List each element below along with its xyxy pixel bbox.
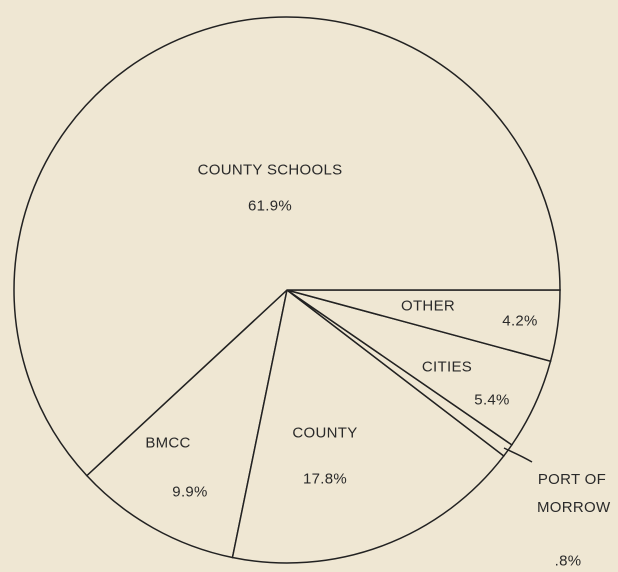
value-label: 5.4% <box>474 391 510 409</box>
value-label: .8% <box>554 552 582 570</box>
pie-slice <box>231 288 505 564</box>
value-label: 9.9% <box>172 483 208 501</box>
value-label: 17.8% <box>302 470 348 488</box>
slice-label: OTHER <box>401 297 455 315</box>
pie-slice <box>85 287 289 559</box>
pie-slice <box>13 16 561 477</box>
value-label: 4.2% <box>502 312 538 330</box>
value-label: 61.9% <box>247 197 293 215</box>
slice-label: COUNTY SCHOOLS <box>197 161 343 179</box>
leader-line <box>503 447 533 463</box>
slice-label: CITIES <box>421 358 473 376</box>
slice-label: COUNTY <box>292 424 358 442</box>
slice-label: BMCC <box>145 434 191 452</box>
slice-label: PORT OF MORROW <box>537 471 611 516</box>
